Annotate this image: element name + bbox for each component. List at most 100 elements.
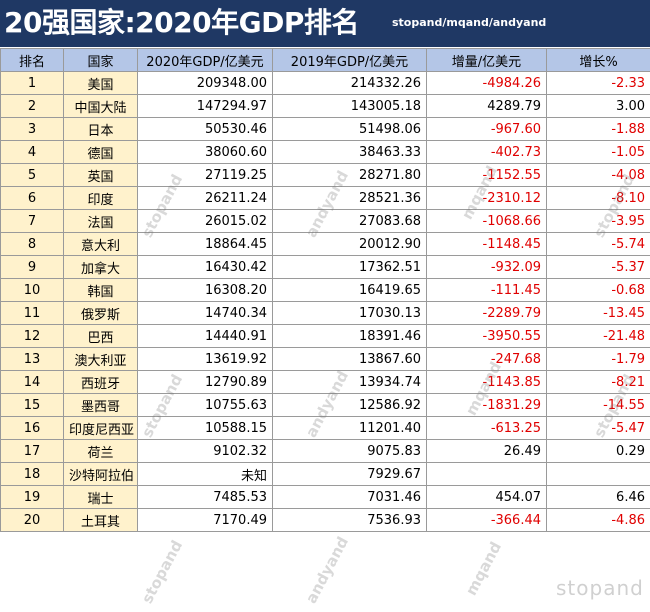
- cell-increment[interactable]: -247.68: [426, 347, 547, 371]
- col-header-rank[interactable]: 排名: [0, 48, 64, 72]
- cell-gdp-2019[interactable]: 13934.74: [272, 370, 427, 394]
- cell-increment[interactable]: -1152.55: [426, 163, 547, 187]
- cell-rank[interactable]: 20: [0, 508, 64, 532]
- cell-gdp-2020[interactable]: 13619.92: [137, 347, 273, 371]
- cell-gdp-2019[interactable]: 7031.46: [272, 485, 427, 509]
- cell-country[interactable]: 法国: [63, 209, 138, 233]
- col-header-growth[interactable]: 增长%: [546, 48, 650, 72]
- cell-country[interactable]: 巴西: [63, 324, 138, 348]
- cell-increment[interactable]: -366.44: [426, 508, 547, 532]
- cell-country[interactable]: 中国大陆: [63, 94, 138, 118]
- cell-rank[interactable]: 16: [0, 416, 64, 440]
- cell-gdp-2019[interactable]: 28271.80: [272, 163, 427, 187]
- cell-country[interactable]: 俄罗斯: [63, 301, 138, 325]
- cell-growth[interactable]: -1.79: [546, 347, 650, 371]
- cell-rank[interactable]: 7: [0, 209, 64, 233]
- cell-gdp-2019[interactable]: 7536.93: [272, 508, 427, 532]
- cell-growth[interactable]: 6.46: [546, 485, 650, 509]
- cell-gdp-2020[interactable]: 50530.46: [137, 117, 273, 141]
- cell-increment[interactable]: 26.49: [426, 439, 547, 463]
- cell-growth[interactable]: [546, 462, 650, 486]
- cell-gdp-2020[interactable]: 14440.91: [137, 324, 273, 348]
- cell-growth[interactable]: -5.74: [546, 232, 650, 256]
- cell-gdp-2019[interactable]: 18391.46: [272, 324, 427, 348]
- cell-gdp-2020[interactable]: 16308.20: [137, 278, 273, 302]
- cell-rank[interactable]: 3: [0, 117, 64, 141]
- cell-gdp-2020[interactable]: 16430.42: [137, 255, 273, 279]
- cell-gdp-2020[interactable]: 18864.45: [137, 232, 273, 256]
- cell-increment[interactable]: [426, 462, 547, 486]
- cell-country[interactable]: 土耳其: [63, 508, 138, 532]
- cell-gdp-2020[interactable]: 7170.49: [137, 508, 273, 532]
- cell-country[interactable]: 沙特阿拉伯: [63, 462, 138, 486]
- cell-country[interactable]: 瑞士: [63, 485, 138, 509]
- cell-growth[interactable]: -4.86: [546, 508, 650, 532]
- cell-gdp-2020[interactable]: 7485.53: [137, 485, 273, 509]
- col-header-country[interactable]: 国家: [63, 48, 138, 72]
- cell-increment[interactable]: -111.45: [426, 278, 547, 302]
- cell-increment[interactable]: -967.60: [426, 117, 547, 141]
- cell-rank[interactable]: 8: [0, 232, 64, 256]
- cell-increment[interactable]: -402.73: [426, 140, 547, 164]
- cell-growth[interactable]: -1.88: [546, 117, 650, 141]
- cell-increment[interactable]: -2310.12: [426, 186, 547, 210]
- cell-gdp-2019[interactable]: 17030.13: [272, 301, 427, 325]
- cell-country[interactable]: 德国: [63, 140, 138, 164]
- cell-gdp-2019[interactable]: 51498.06: [272, 117, 427, 141]
- cell-growth[interactable]: -2.33: [546, 71, 650, 95]
- cell-gdp-2020[interactable]: 未知: [137, 462, 273, 486]
- cell-rank[interactable]: 9: [0, 255, 64, 279]
- col-header-gdp-2019[interactable]: 2019年GDP/亿美元: [272, 48, 427, 72]
- cell-rank[interactable]: 17: [0, 439, 64, 463]
- cell-rank[interactable]: 6: [0, 186, 64, 210]
- cell-country[interactable]: 韩国: [63, 278, 138, 302]
- cell-increment[interactable]: -1148.45: [426, 232, 547, 256]
- cell-gdp-2020[interactable]: 10588.15: [137, 416, 273, 440]
- cell-rank[interactable]: 15: [0, 393, 64, 417]
- cell-gdp-2019[interactable]: 12586.92: [272, 393, 427, 417]
- cell-increment[interactable]: -4984.26: [426, 71, 547, 95]
- cell-country[interactable]: 印度: [63, 186, 138, 210]
- cell-country[interactable]: 西班牙: [63, 370, 138, 394]
- cell-gdp-2020[interactable]: 10755.63: [137, 393, 273, 417]
- cell-gdp-2019[interactable]: 20012.90: [272, 232, 427, 256]
- cell-country[interactable]: 意大利: [63, 232, 138, 256]
- cell-increment[interactable]: -1143.85: [426, 370, 547, 394]
- col-header-increment[interactable]: 增量/亿美元: [426, 48, 547, 72]
- cell-growth[interactable]: -4.08: [546, 163, 650, 187]
- cell-growth[interactable]: -1.05: [546, 140, 650, 164]
- cell-increment[interactable]: 4289.79: [426, 94, 547, 118]
- cell-country[interactable]: 墨西哥: [63, 393, 138, 417]
- cell-gdp-2020[interactable]: 26211.24: [137, 186, 273, 210]
- cell-increment[interactable]: -613.25: [426, 416, 547, 440]
- cell-rank[interactable]: 14: [0, 370, 64, 394]
- cell-gdp-2019[interactable]: 16419.65: [272, 278, 427, 302]
- cell-growth[interactable]: -13.45: [546, 301, 650, 325]
- cell-gdp-2020[interactable]: 27119.25: [137, 163, 273, 187]
- cell-rank[interactable]: 13: [0, 347, 64, 371]
- cell-gdp-2019[interactable]: 27083.68: [272, 209, 427, 233]
- cell-gdp-2019[interactable]: 28521.36: [272, 186, 427, 210]
- cell-rank[interactable]: 1: [0, 71, 64, 95]
- cell-growth[interactable]: -14.55: [546, 393, 650, 417]
- cell-rank[interactable]: 10: [0, 278, 64, 302]
- cell-rank[interactable]: 18: [0, 462, 64, 486]
- cell-country[interactable]: 日本: [63, 117, 138, 141]
- cell-rank[interactable]: 5: [0, 163, 64, 187]
- cell-gdp-2020[interactable]: 147294.97: [137, 94, 273, 118]
- cell-growth[interactable]: 0.29: [546, 439, 650, 463]
- cell-rank[interactable]: 19: [0, 485, 64, 509]
- cell-gdp-2019[interactable]: 38463.33: [272, 140, 427, 164]
- cell-growth[interactable]: -5.37: [546, 255, 650, 279]
- cell-growth[interactable]: -3.95: [546, 209, 650, 233]
- cell-gdp-2019[interactable]: 13867.60: [272, 347, 427, 371]
- col-header-gdp-2020[interactable]: 2020年GDP/亿美元: [137, 48, 273, 72]
- cell-gdp-2020[interactable]: 209348.00: [137, 71, 273, 95]
- cell-growth[interactable]: -8.10: [546, 186, 650, 210]
- cell-growth[interactable]: -5.47: [546, 416, 650, 440]
- cell-increment[interactable]: -1831.29: [426, 393, 547, 417]
- cell-gdp-2019[interactable]: 214332.26: [272, 71, 427, 95]
- cell-gdp-2019[interactable]: 143005.18: [272, 94, 427, 118]
- cell-gdp-2020[interactable]: 14740.34: [137, 301, 273, 325]
- cell-rank[interactable]: 11: [0, 301, 64, 325]
